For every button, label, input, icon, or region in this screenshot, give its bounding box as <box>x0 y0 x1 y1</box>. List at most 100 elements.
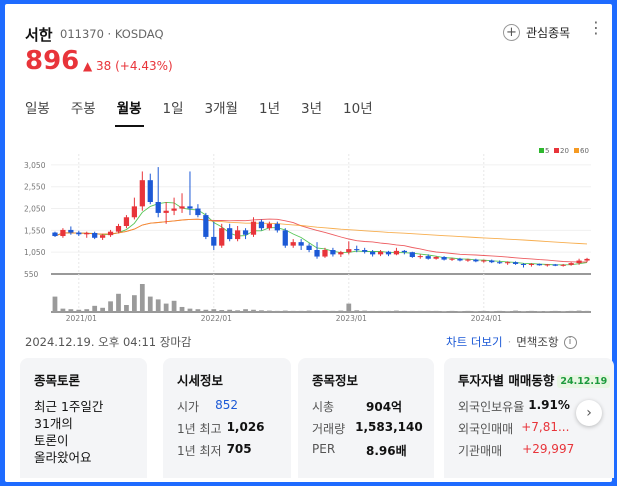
volume-bar <box>52 296 58 312</box>
tab-4[interactable]: 3개월 <box>204 101 238 117</box>
volume-bar <box>346 303 352 312</box>
candle-body <box>290 242 296 246</box>
volume-bar <box>354 310 360 312</box>
discussion-summary: 최근 1주일간 31개의 토론이 올라왔어요 <box>34 398 133 466</box>
favorite-button[interactable]: + 관심종목 <box>503 24 570 41</box>
volume-bar <box>298 310 304 312</box>
volume-bar <box>251 309 256 312</box>
row-value: +7,81... <box>521 420 570 434</box>
chart-more-link[interactable]: 차트 더보기 <box>446 335 503 349</box>
volume-bar <box>147 296 153 312</box>
candle-body <box>298 242 304 246</box>
candle-body <box>131 206 138 218</box>
candle-body <box>92 232 98 238</box>
tab-6[interactable]: 3년 <box>301 101 323 117</box>
legend-swatch <box>574 148 579 153</box>
volume-bar <box>76 309 82 312</box>
legend-label: 20 <box>560 147 569 155</box>
foreign-ownership-row: 외국인보유율 1.91% <box>458 398 600 415</box>
open-price-row: 시가 852 <box>177 398 277 415</box>
disclaimer-link[interactable]: 면책조항 <box>516 335 559 349</box>
candle-body <box>107 231 114 236</box>
candle-body <box>99 235 106 238</box>
card-title: 투자자별 매매동향 24.12.19 <box>458 370 611 389</box>
volume-bar <box>227 309 233 312</box>
candle-body <box>330 250 336 255</box>
discussion-card[interactable]: 종목토론 최근 1주일간 31개의 토론이 올라왔어요 <box>20 358 147 478</box>
price-change: ▲ 38 (+4.43%) <box>83 59 173 73</box>
info-icon[interactable]: i <box>563 335 577 349</box>
volume-bar <box>195 309 201 312</box>
candle-body <box>282 230 288 246</box>
per-row: PER 8.96배 <box>312 442 420 459</box>
candle-body <box>266 223 273 229</box>
volume-bar <box>449 310 455 312</box>
row-value: 1.91% <box>528 398 570 412</box>
stock-info-card[interactable]: 종목정보 시총 904억 거래량 1,583,140 PER 8.96배 <box>298 358 434 478</box>
candle-body <box>433 256 439 259</box>
volume-bar <box>84 309 90 312</box>
volume-bar <box>457 311 463 312</box>
candle-body <box>250 221 257 235</box>
tab-5[interactable]: 1년 <box>258 101 280 117</box>
candle-body <box>425 256 431 259</box>
candle-body <box>195 208 201 216</box>
candle-body <box>346 249 352 253</box>
candle-body <box>155 202 161 213</box>
volume-bar <box>378 310 383 312</box>
favorite-label: 관심종목 <box>526 26 571 40</box>
candle-body <box>401 250 408 253</box>
row-label: 거래량 <box>312 422 346 436</box>
stock-name[interactable]: 서한 <box>25 26 53 44</box>
candle-body <box>528 263 535 265</box>
candle-body <box>584 258 590 261</box>
volume-bar <box>544 311 550 312</box>
tab-0[interactable]: 일봉 <box>25 101 50 117</box>
volume-bar <box>179 306 185 312</box>
row-label: 1년 최저 <box>177 444 222 458</box>
x-tick-label: 2023/01 <box>336 314 367 323</box>
row-value: 8.96배 <box>366 444 407 458</box>
candle-body <box>393 250 400 255</box>
tab-2[interactable]: 월봉 <box>114 97 144 127</box>
candle-body <box>568 263 574 265</box>
candle-body <box>115 226 122 232</box>
link-divider: · <box>507 335 512 349</box>
tab-1[interactable]: 주봉 <box>70 101 96 117</box>
tab-3[interactable]: 1일 <box>162 101 184 117</box>
candle-body <box>179 206 185 209</box>
candle-body <box>362 250 368 252</box>
volume-bar <box>100 307 105 312</box>
legend-swatch <box>554 148 559 153</box>
volume-bar <box>108 301 113 312</box>
candle-body <box>147 180 153 202</box>
volume-bar <box>473 311 479 312</box>
next-cards-button[interactable]: › <box>576 400 602 426</box>
volume-bar <box>362 310 368 312</box>
candle-body <box>211 236 217 246</box>
plus-icon: + <box>503 24 520 41</box>
ma-5-line <box>54 201 588 266</box>
candle-body <box>552 264 558 266</box>
chart-links: 차트 더보기 · 면책조항 i <box>446 334 577 350</box>
candle-body <box>512 262 519 264</box>
tab-7[interactable]: 10년 <box>343 101 373 117</box>
volume-row: 거래량 1,583,140 <box>312 420 423 437</box>
volume-bar <box>314 310 320 312</box>
market-info-card[interactable]: 시세정보 시가 852 1년 최고 1,026 1년 최저 705 <box>163 358 291 478</box>
volume-bar <box>402 310 407 312</box>
candle-body <box>163 210 169 213</box>
more-menu-icon[interactable]: ⋮ <box>588 18 604 37</box>
volume-bar <box>465 310 471 312</box>
legend-swatch <box>539 148 544 153</box>
volume-bar <box>274 310 280 312</box>
candle-body <box>465 259 471 261</box>
candle-body <box>504 262 511 264</box>
volume-bar <box>425 310 431 312</box>
volume-bar <box>529 310 534 312</box>
price-chart[interactable]: 3,050 2,550 2,050 1,550 1,050 550 2021/01 2022/… <box>5 142 612 324</box>
candle-body <box>457 258 463 261</box>
row-label: 기관매매 <box>458 444 503 458</box>
volume-bar <box>322 310 328 312</box>
date-badge: 24.12.19 <box>557 375 611 388</box>
